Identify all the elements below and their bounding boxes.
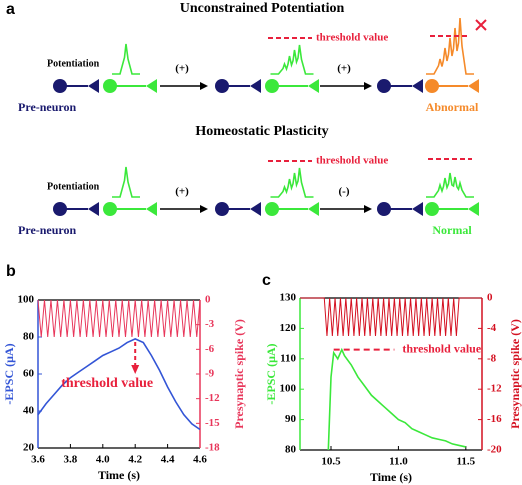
spike-trace <box>112 166 140 198</box>
panel-label: b <box>6 263 16 280</box>
y-tick-label: 120 <box>280 322 297 334</box>
threshold-label: threshold value <box>316 155 388 167</box>
x-axis-title: Time (s) <box>98 468 140 482</box>
y-axis-title: -EPSC (μA) <box>264 343 278 404</box>
arrow-head <box>364 205 372 213</box>
y-tick-label: 60 <box>23 368 35 380</box>
terminal <box>250 79 261 93</box>
x-tick-label: 4.4 <box>161 454 175 466</box>
y-tick-label: 90 <box>285 413 297 425</box>
annotation-label: threshold value <box>61 376 153 391</box>
y-tick-label: 110 <box>280 352 296 364</box>
outcome-label: Normal <box>432 223 472 237</box>
x-axis-title: Time (s) <box>370 470 412 484</box>
y2-axis-title: Presynaptic spike (V) <box>232 319 246 429</box>
data-line <box>37 299 201 338</box>
step-label: (+) <box>175 186 189 198</box>
row-title: Unconstrained Potentiation <box>180 1 345 16</box>
spike-trace <box>270 167 314 198</box>
spike-trace <box>270 44 314 75</box>
terminal <box>250 202 261 216</box>
y-axis-title: -EPSC (μA) <box>2 343 16 404</box>
terminal <box>146 202 157 216</box>
y2-tick-label: -9 <box>205 368 215 380</box>
stimulus-label: Potentiation <box>47 181 100 192</box>
terminal <box>412 79 423 93</box>
spike-trace <box>426 172 474 198</box>
y-tick-label: 20 <box>23 442 35 454</box>
x-tick-label: 3.6 <box>31 454 45 466</box>
terminal <box>308 202 319 216</box>
y2-tick-label: -4 <box>487 322 497 334</box>
panel-label: a <box>6 1 15 18</box>
row-title: Homeostatic Plasticity <box>195 124 328 139</box>
step-label: (-) <box>339 186 350 198</box>
threshold-label: threshold value <box>316 32 388 44</box>
y-tick-label: 100 <box>18 294 35 306</box>
terminal <box>88 202 99 216</box>
stimulus-label: Potentiation <box>47 58 100 69</box>
x-tick-label: 10.5 <box>321 456 341 468</box>
y-tick-label: 80 <box>285 444 297 456</box>
y2-tick-label: -6 <box>205 343 215 355</box>
y2-tick-label: -8 <box>487 352 497 364</box>
data-line <box>300 297 482 337</box>
y2-tick-label: -20 <box>487 444 502 456</box>
terminal <box>146 79 157 93</box>
x-tick-label: 4.6 <box>193 454 207 466</box>
x-tick-label: 3.8 <box>64 454 78 466</box>
y2-tick-label: 0 <box>205 294 211 306</box>
panel-label: c <box>262 272 271 289</box>
y-tick-label: 40 <box>23 405 35 417</box>
terminal <box>468 202 479 216</box>
y-tick-label: 130 <box>280 292 297 304</box>
x-tick-label: 4.2 <box>128 454 142 466</box>
arrow-head <box>200 205 208 213</box>
pre-label: Pre-neuron <box>18 100 77 114</box>
step-label: (+) <box>175 63 189 75</box>
y2-axis-title: Presynaptic spike (V) <box>508 319 522 429</box>
y2-tick-label: -15 <box>205 417 220 429</box>
arrow-head <box>200 82 208 90</box>
x-tick-label: 4.0 <box>96 454 110 466</box>
step-label: (+) <box>337 63 351 75</box>
y2-tick-label: 0 <box>487 292 493 304</box>
y2-tick-label: -12 <box>487 383 502 395</box>
x-tick-label: 11.5 <box>456 456 475 468</box>
terminal <box>308 79 319 93</box>
y-tick-label: 80 <box>23 331 35 343</box>
annotation-arrow-head <box>131 365 140 374</box>
y2-tick-label: -12 <box>205 392 220 404</box>
cross <box>475 19 487 31</box>
threshold-label: threshold value <box>402 341 481 355</box>
y2-tick-label: -18 <box>205 442 220 454</box>
x-tick-label: 11.0 <box>389 456 408 468</box>
terminal <box>88 79 99 93</box>
spike-trace <box>426 17 474 75</box>
data-line <box>37 337 201 431</box>
pre-label: Pre-neuron <box>18 223 77 237</box>
spike-trace <box>112 43 140 75</box>
y-tick-label: 100 <box>280 383 297 395</box>
y2-tick-label: -3 <box>205 318 215 330</box>
terminal <box>412 202 423 216</box>
outcome-label: Abnormal <box>426 100 479 114</box>
data-line <box>327 347 466 451</box>
y2-tick-label: -16 <box>487 413 502 425</box>
terminal <box>468 79 479 93</box>
arrow-head <box>364 82 372 90</box>
